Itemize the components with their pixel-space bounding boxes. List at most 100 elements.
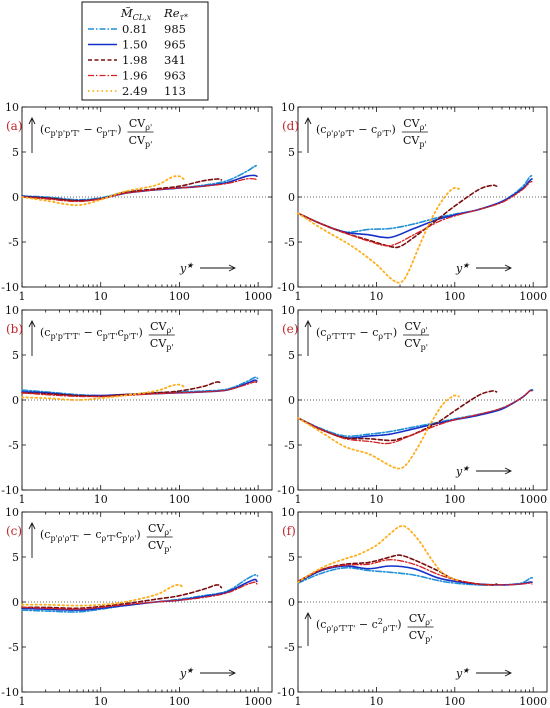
annotation-fraction-num: CVρ' bbox=[129, 117, 152, 132]
annotation-fraction-den: CVp' bbox=[403, 134, 427, 149]
annotation-text: (cp'p'T'T' − cp'T'cp'T') bbox=[40, 326, 143, 341]
y-tick-label: -5 bbox=[8, 236, 19, 249]
legend-re-3: 963 bbox=[164, 69, 186, 83]
x-tick-label: 1000 bbox=[244, 695, 272, 708]
y-tick-label: 0 bbox=[12, 191, 19, 204]
y-tick-label: 10 bbox=[5, 101, 19, 114]
panel-label: (d) bbox=[282, 119, 299, 133]
series-line-4 bbox=[21, 383, 185, 401]
x-tick-label: 10 bbox=[369, 695, 383, 708]
x-tick-label: 10 bbox=[94, 290, 108, 303]
annotation-fraction-den: CVp' bbox=[150, 337, 174, 352]
y-tick-label: 10 bbox=[5, 506, 19, 519]
annotation-fraction-num: CVρ' bbox=[148, 522, 171, 537]
y-tick-label: -10 bbox=[1, 686, 19, 699]
annotation-fraction-den: CVp' bbox=[129, 134, 153, 149]
x-axis-label: y★ bbox=[455, 261, 470, 275]
series-line-2 bbox=[21, 584, 223, 610]
x-arrow-head bbox=[228, 669, 237, 677]
x-tick-label: 1 bbox=[19, 493, 26, 506]
y-tick-label: -10 bbox=[277, 484, 295, 497]
legend-header-mach: M̃CL,x bbox=[120, 6, 152, 22]
series-line-2 bbox=[297, 390, 498, 442]
x-axis-label: y★ bbox=[179, 261, 194, 275]
y-tick-label: -10 bbox=[277, 281, 295, 294]
annotation-fraction-num: CVρ' bbox=[409, 612, 432, 627]
panel-label: (c) bbox=[6, 524, 22, 538]
annotation-fraction-den: CVp' bbox=[409, 629, 433, 644]
y-tick-label: -5 bbox=[284, 439, 295, 452]
legend-mach-3: 1.96 bbox=[122, 69, 148, 83]
panel-c: 10 5 0 -5 -101 10 100 1000 (c) (cp'ρ'ρ'T' − cρ'T'… bbox=[1, 506, 273, 708]
series-line-3 bbox=[21, 177, 258, 203]
y-tick-label: 0 bbox=[288, 596, 295, 609]
annotation-fraction-num: CVρ' bbox=[150, 320, 173, 335]
series-line-2 bbox=[21, 178, 223, 202]
panel-f: 10 5 0 -5 -101 10 100 1000 (f) (cρ'ρ'T'T' − c2ρ'T… bbox=[277, 506, 548, 708]
annotation-text: (cp'ρ'ρ'T' − cρ'T'cp'ρ') bbox=[40, 528, 141, 543]
legend-mach-4: 2.49 bbox=[122, 84, 148, 98]
x-arrow-head bbox=[504, 467, 513, 475]
legend-mach-2: 1.98 bbox=[122, 53, 148, 67]
series-line-4 bbox=[297, 525, 460, 584]
x-tick-label: 1000 bbox=[519, 493, 547, 506]
legend-re-0: 985 bbox=[164, 22, 186, 36]
annotation-text: (cρ'ρ'ρ'T' − cρ'T') bbox=[316, 123, 396, 138]
legend: M̃CL,x Reτ* 0.81 985 1.50 965 1.98 341 1.96 963… bbox=[81, 1, 209, 101]
y-tick-label: -10 bbox=[1, 281, 19, 294]
panel-label: (a) bbox=[6, 119, 23, 133]
y-tick-label: 5 bbox=[12, 349, 19, 362]
x-tick-label: 1000 bbox=[519, 695, 547, 708]
series-line-3 bbox=[21, 581, 258, 610]
series-line-2 bbox=[297, 554, 498, 586]
x-axis-label: y★ bbox=[455, 666, 470, 680]
panel-b: 10 5 0 -5 -101 10 100 1000 (b) (cp'p'T'T' − cp'T'… bbox=[1, 304, 273, 506]
x-axis-label: y★ bbox=[455, 464, 470, 478]
x-tick-label: 100 bbox=[169, 695, 190, 708]
y-tick-label: 10 bbox=[5, 304, 19, 317]
annotation-fraction-num: CVρ' bbox=[404, 320, 427, 335]
plot-frame bbox=[297, 511, 548, 693]
legend-mach-1: 1.50 bbox=[122, 38, 148, 52]
series-line-3 bbox=[297, 389, 533, 445]
annotation-text: (cρ'T'T'T' − cρ'T') bbox=[316, 326, 397, 341]
y-tick-label: -5 bbox=[8, 439, 19, 452]
x-tick-label: 10 bbox=[94, 493, 108, 506]
x-tick-label: 100 bbox=[169, 290, 190, 303]
panel-label: (b) bbox=[6, 322, 23, 336]
legend-mach-0: 0.81 bbox=[122, 22, 148, 36]
series-line-0 bbox=[297, 389, 534, 438]
y-arrow-head bbox=[28, 521, 36, 530]
series-line-0 bbox=[297, 566, 534, 586]
x-tick-label: 1000 bbox=[244, 290, 272, 303]
x-tick-label: 1 bbox=[295, 493, 302, 506]
x-tick-label: 100 bbox=[444, 493, 465, 506]
panel-e: 10 5 0 -5 -101 10 100 1000 (e) (cρ'T'T'T' − cρ'T'… bbox=[277, 304, 548, 506]
series-line-1 bbox=[297, 178, 533, 239]
y-tick-label: -5 bbox=[284, 236, 295, 249]
legend-entries: 0.81 985 1.50 965 1.98 341 1.96 963 2.49 113 bbox=[88, 22, 186, 98]
legend-header-re: Reτ* bbox=[163, 6, 188, 22]
y-tick-label: 5 bbox=[12, 551, 19, 564]
annotation-text: (cρ'ρ'T'T' − c2ρ'T') bbox=[316, 617, 402, 633]
series-line-4 bbox=[21, 175, 185, 207]
x-tick-label: 10 bbox=[369, 290, 383, 303]
x-tick-label: 1000 bbox=[244, 493, 272, 506]
annotation-fraction-den: CVp' bbox=[148, 539, 172, 554]
annotation-fraction-num: CVρ' bbox=[403, 117, 426, 132]
y-tick-label: 5 bbox=[288, 349, 295, 362]
y-tick-label: 5 bbox=[288, 551, 295, 564]
x-arrow-head bbox=[504, 669, 513, 677]
y-tick-label: 10 bbox=[281, 304, 295, 317]
x-tick-label: 1 bbox=[19, 695, 26, 708]
series-line-0 bbox=[21, 164, 259, 201]
legend-re-2: 341 bbox=[164, 53, 186, 67]
y-tick-label: 0 bbox=[288, 191, 295, 204]
legend-box bbox=[81, 1, 209, 101]
series-line-4 bbox=[21, 583, 185, 607]
y-tick-label: 0 bbox=[288, 394, 295, 407]
y-tick-label: 10 bbox=[281, 101, 295, 114]
x-tick-label: 10 bbox=[94, 695, 108, 708]
y-tick-label: 10 bbox=[281, 506, 295, 519]
